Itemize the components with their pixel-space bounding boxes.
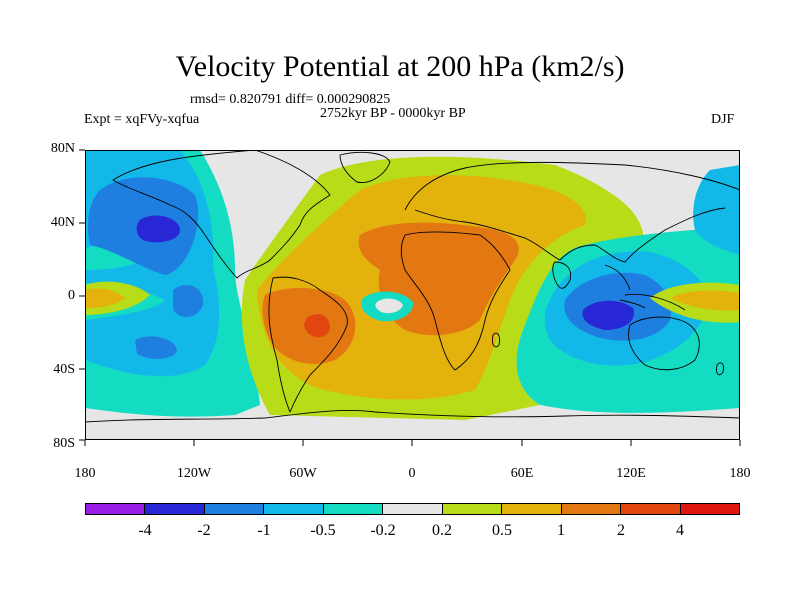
lon-label-120w: 120W [176, 466, 212, 481]
colorbar-label: 2 [617, 522, 625, 539]
colorbar-label: 0.5 [492, 522, 512, 539]
coastlines [85, 150, 740, 423]
contour-zero-atlantic [375, 298, 403, 314]
colorbar-label: -0.5 [310, 522, 336, 539]
contour-neg4-indian [582, 300, 635, 330]
lon-label-0: 0 [408, 466, 416, 481]
colorbar-label: -1 [257, 522, 271, 539]
season-label: DJF [711, 112, 735, 127]
colorbar-bin [145, 504, 205, 514]
lon-label-180w: 180 [74, 466, 96, 481]
lat-label-80s: 80S [53, 436, 75, 451]
colorbar-bin [204, 504, 265, 514]
lon-label-60w: 60W [289, 466, 317, 481]
rmsd-stats: rmsd= 0.820791 diff= 0.000290825 [190, 92, 391, 107]
map-frame [85, 150, 740, 440]
lat-label-80n: 80N [50, 141, 75, 156]
contour-neg3-south-pacific [135, 336, 177, 359]
lon-label-180e: 180 [729, 466, 751, 481]
lon-label-120e: 120E [616, 466, 646, 481]
colorbar-bin [561, 504, 622, 514]
colorbar-label: -0.2 [370, 522, 396, 539]
lat-label-40n: 40N [50, 215, 75, 230]
colorbar-bin [680, 504, 739, 514]
experiment-label: Expt = xqFVy-xqfua [84, 112, 200, 127]
contour-pos4-samerica [304, 314, 330, 338]
colorbar-bin [86, 504, 146, 514]
contour-neg2-nw-pacific [693, 165, 740, 255]
contour-neg4-pacific [136, 215, 180, 243]
colorbar-bin [323, 504, 384, 514]
colorbar-bin [383, 504, 443, 514]
colorbar [85, 503, 740, 515]
colorbar-bin [502, 504, 562, 514]
lon-label-60e: 60E [510, 466, 534, 481]
lat-label-40s: 40S [53, 362, 75, 377]
colorbar-bin [621, 504, 681, 514]
colorbar-bin [264, 504, 324, 514]
contour-neg3-eq-pacific [173, 285, 204, 317]
colorbar-label: -4 [138, 522, 152, 539]
lat-label-0: 0 [68, 288, 75, 303]
velocity-potential-map [85, 150, 740, 440]
colorbar-label: 1 [557, 522, 565, 539]
contour-pos2-west-pacific [670, 290, 740, 311]
colorbar-label: 4 [676, 522, 684, 539]
colorbar-bin [442, 504, 503, 514]
colorbar-label: -2 [197, 522, 211, 539]
period-label: 2752kyr BP - 0000kyr BP [320, 106, 466, 121]
colorbar-label: 0.2 [432, 522, 452, 539]
contour-pos2-west-edge [85, 288, 125, 308]
chart-title: Velocity Potential at 200 hPa (km2/s) [175, 50, 625, 83]
